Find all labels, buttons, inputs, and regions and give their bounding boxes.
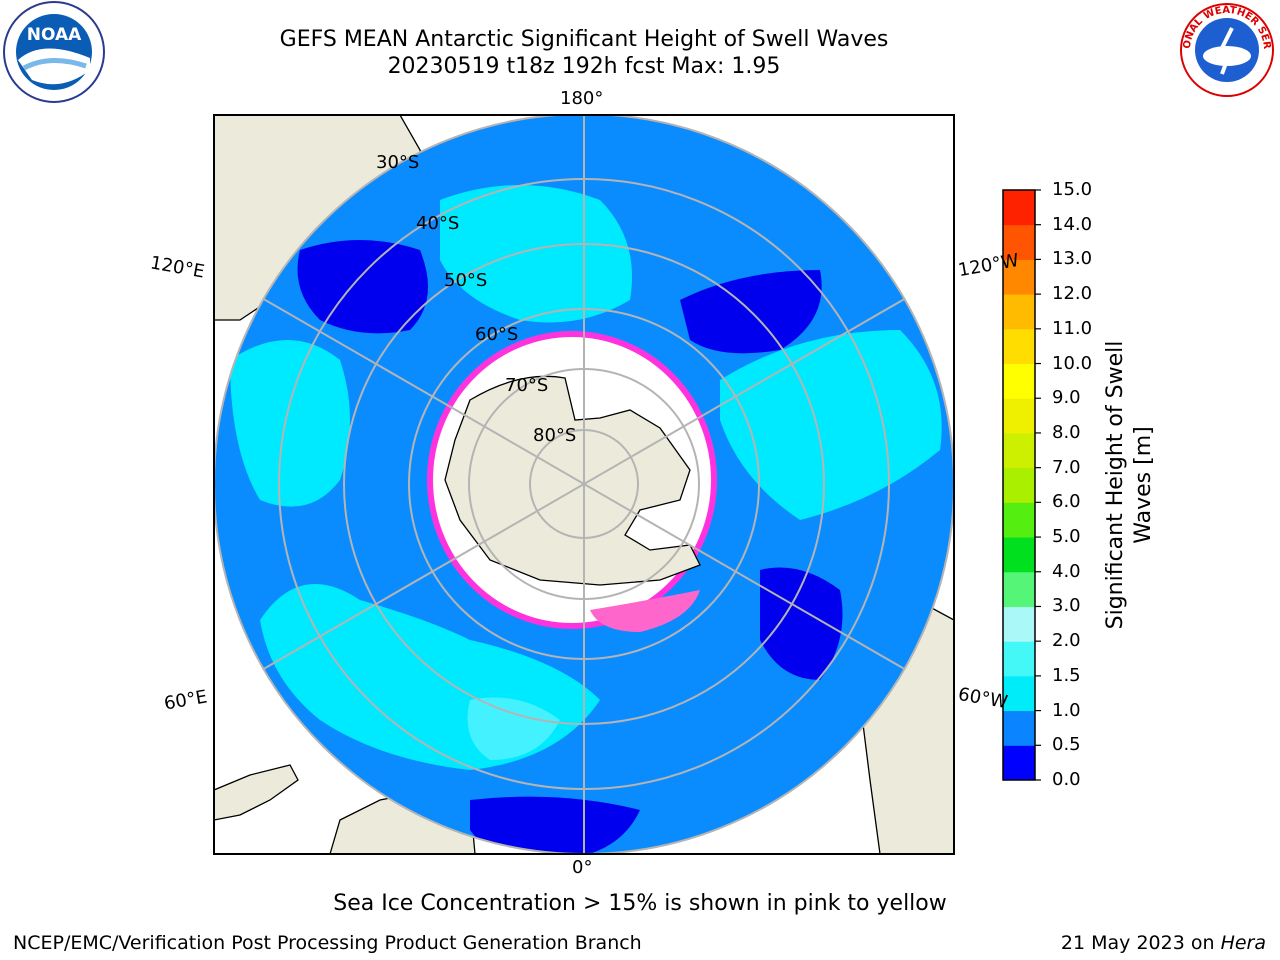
colorbar-tick-label: 11.0 (1052, 317, 1093, 339)
colorbar-segment (1003, 502, 1035, 538)
colorbar-tick-label: 6.0 (1052, 491, 1081, 513)
footer-date: 21 May 2023 on (1060, 932, 1221, 954)
colorbar-segment (1003, 745, 1035, 781)
map-frame (213, 114, 955, 855)
noaa-logo-text: NOAA (27, 25, 82, 45)
lat-label-80s: 80°S (533, 425, 577, 446)
colorbar-label: Significant Height of Swell Waves [m] (1103, 340, 1156, 630)
meridian-line (237, 283, 585, 485)
lon-label-0: 0° (572, 857, 593, 878)
lat-label-30s: 30°S (376, 152, 420, 173)
colorbar-border (1002, 189, 1036, 781)
colorbar-segment (1003, 398, 1035, 434)
national-weather-service-logo: NATIONAL WEATHER SERVICE (1176, 0, 1274, 97)
colorbar-segment (1003, 190, 1035, 226)
colorbar-segment (1003, 571, 1035, 607)
colorbar-segment (1003, 432, 1035, 469)
colorbar-tick-label: 1.0 (1052, 699, 1081, 721)
colorbar-tick-label: 4.0 (1052, 560, 1081, 582)
colorbar-tick-label: 13.0 (1052, 248, 1093, 270)
meridian-line (583, 283, 931, 485)
lon-label-180: 180° (560, 88, 604, 109)
colorbar-segment (1003, 467, 1035, 503)
meridian-line (583, 483, 931, 685)
colorbar-segment (1003, 675, 1035, 712)
colorbar-tick-label: 0.0 (1052, 769, 1081, 790)
colorbar-segment (1003, 259, 1035, 295)
colorbar-tick-label: 2.0 (1052, 630, 1081, 652)
noaa-logo: NOAA (3, 1, 105, 103)
lat-label-70s: 70°S (505, 375, 549, 396)
colorbar-tick-label: 7.0 (1052, 456, 1081, 478)
colorbar-tick-label: 8.0 (1052, 421, 1081, 443)
colorbar-tick-label: 3.0 (1052, 595, 1081, 617)
colorbar-segment (1003, 710, 1035, 746)
swell-zone-dark-atlantic (470, 796, 640, 854)
colorbar-tick-label: 1.5 (1052, 664, 1081, 686)
meridian-line (237, 483, 585, 685)
lat-label-50s: 50°S (444, 270, 488, 291)
colorbar (1002, 189, 1041, 781)
footer-right: 21 May 2023 on Hera (1061, 932, 1266, 954)
antarctica-land (444, 375, 701, 586)
colorbar-tick-label: 12.0 (1052, 283, 1093, 305)
swell-zone-cyan-west (230, 340, 350, 507)
swell-zone-dark-drake (760, 567, 843, 680)
sea-ice-note: Sea Ice Concentration > 15% is shown in … (333, 891, 947, 916)
swell-zone-lightcyan (467, 697, 560, 760)
madagascar-land (214, 764, 299, 821)
colorbar-segment (1003, 328, 1035, 365)
colorbar-segment (1003, 537, 1035, 573)
colorbar-segment (1003, 641, 1035, 677)
colorbar-segment (1003, 224, 1035, 260)
colorbar-tick-label: 14.0 (1052, 213, 1093, 235)
chart-title: GEFS MEAN Antarctic Significant Height o… (279, 27, 889, 52)
footer-host: Hera (1220, 932, 1266, 954)
colorbar-tick-label: 5.0 (1052, 526, 1081, 548)
swell-zone-dark-tasman (297, 240, 428, 334)
chart-subtitle: 20230519 t18z 192h fcst Max: 1.95 (387, 54, 781, 79)
colorbar-tick-label: 0.5 (1052, 734, 1081, 756)
colorbar-tick-label: 10.0 (1052, 352, 1093, 374)
colorbar-tick-label: 9.0 (1052, 387, 1081, 409)
colorbar-segment (1003, 294, 1035, 330)
swell-zone-cyan-pacific (720, 330, 942, 520)
colorbar-segment (1003, 606, 1035, 642)
lat-label-60s: 60°S (475, 324, 519, 345)
colorbar-tick-label: 15.0 (1052, 179, 1093, 200)
sea-ice-weddell (590, 590, 700, 632)
colorbar-segment (1003, 363, 1035, 399)
footer-left: NCEP/EMC/Verification Post Processing Pr… (13, 932, 642, 954)
lat-label-40s: 40°S (416, 213, 460, 234)
